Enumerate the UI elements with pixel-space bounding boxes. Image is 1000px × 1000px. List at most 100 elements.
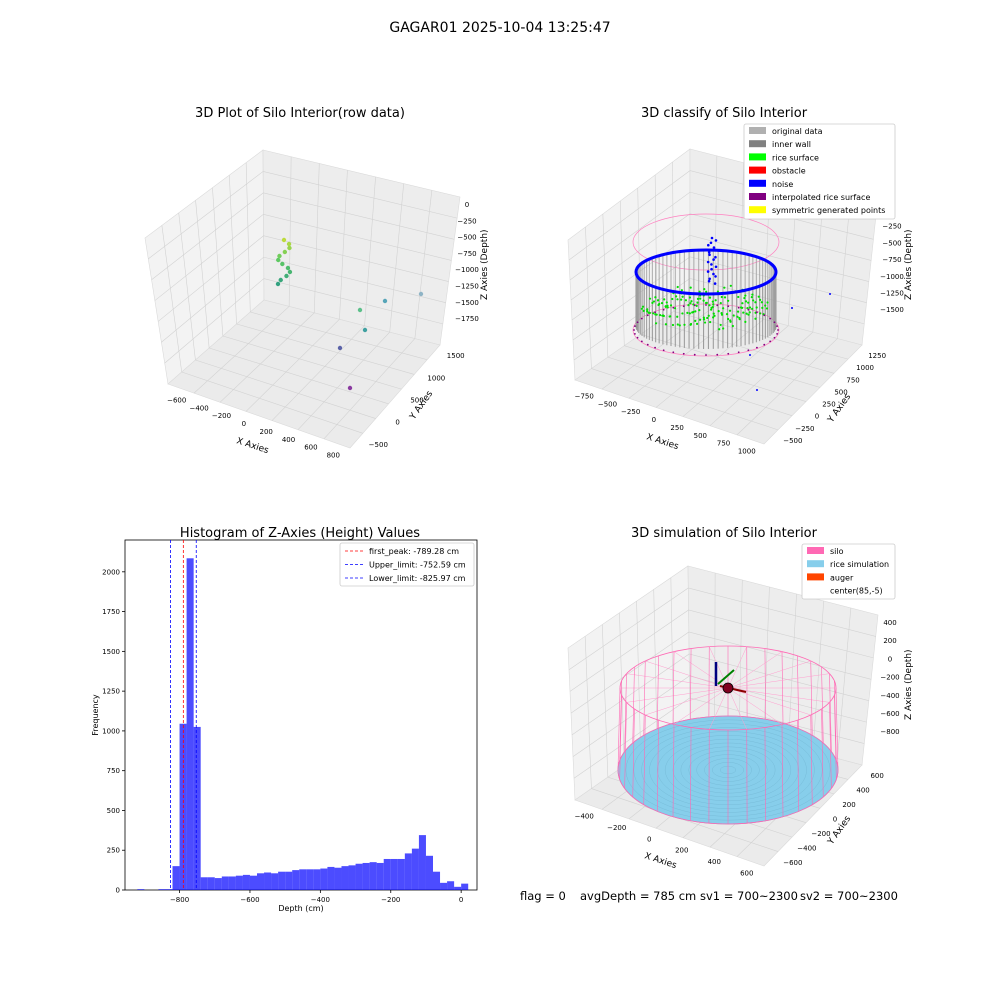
silo-roof-line [727, 687, 783, 725]
z-tick-label: −1000 [880, 273, 904, 281]
grid-line [151, 192, 455, 280]
data-point [287, 269, 293, 275]
histogram-bar [292, 870, 300, 890]
panel1-zlabel: Z Axies (Depth) [480, 229, 490, 300]
noise-point [714, 255, 717, 259]
x-tick-label: −400 [311, 896, 330, 904]
y-tick-label: 500 [107, 807, 120, 815]
legend-label: silo [830, 547, 844, 556]
interpolated-point [705, 354, 707, 356]
silo-wall-line [656, 655, 659, 729]
rice-surface-point [760, 301, 763, 304]
histogram-bar [207, 877, 215, 890]
z-tick-label: 200 [883, 637, 896, 645]
panel3-xlabel: Depth (cm) [278, 904, 323, 913]
histogram-bar [158, 889, 166, 890]
rice-surface-point [754, 317, 757, 320]
silo-roof-line [727, 687, 811, 716]
grid-line [569, 609, 874, 692]
legend-label: inner wall [772, 140, 811, 149]
legend-label: first_peak: -789.28 cm [369, 547, 459, 556]
interpolated-point [756, 311, 758, 314]
rice-surface-point [698, 318, 702, 321]
rice-surface-point [675, 295, 678, 298]
y-tick-label: 0 [116, 887, 120, 895]
histogram-bar [165, 889, 173, 890]
legend-swatch [749, 166, 766, 174]
noise-point [712, 272, 715, 276]
silo-wall-line [672, 724, 675, 817]
histogram-bar [355, 863, 363, 890]
rice-surface-point [648, 297, 652, 300]
histogram-bar [221, 876, 229, 890]
rice-surface-point [703, 288, 706, 291]
x-tick-label: 200 [259, 428, 272, 436]
data-point [284, 273, 289, 279]
silo-wall-line [810, 714, 813, 805]
silo-wall-line [690, 727, 692, 821]
rice-surface-point [666, 304, 669, 307]
figure-suptitle: GAGAR01 2025-10-04 13:25:47 [389, 20, 610, 36]
avg-depth-text: avgDepth = 785 cm [580, 889, 696, 903]
data-point [277, 253, 282, 259]
histogram-bar [327, 866, 335, 890]
data-point [275, 281, 281, 287]
panel-classify-3d: 3D classify of Silo Interior −750 −500 −25… [567, 106, 914, 456]
grid-line [601, 624, 609, 778]
grid-line [591, 368, 779, 431]
histogram-bar [306, 869, 314, 890]
legend-swatch [749, 127, 766, 134]
z-tick-label: 400 [883, 619, 896, 627]
histogram-bar [299, 869, 307, 890]
x-tick-label: 600 [740, 869, 753, 877]
histogram-bar [285, 871, 293, 890]
rice-surface-point [716, 290, 719, 293]
rice-surface-point [666, 306, 669, 309]
rice-surface-point [755, 306, 758, 309]
silo-wall-line [690, 648, 692, 720]
interpolated-point [769, 317, 772, 320]
interpolated-point [636, 336, 639, 339]
rice-surface-point [688, 312, 691, 315]
x-tick-label: −200 [212, 412, 231, 420]
silo-wall-line [829, 673, 832, 752]
interpolated-point [672, 351, 675, 354]
rice-surface-point [736, 310, 740, 313]
histogram-bar [249, 875, 257, 890]
legend-label: center(85,-5) [830, 587, 883, 596]
silo-roof-line [645, 660, 729, 689]
rice-surface-point [660, 301, 664, 305]
rice-surface-point [742, 311, 745, 314]
interpolated-point [776, 325, 779, 327]
panel1-xlabel: X Axies [235, 436, 270, 456]
rice-surface-point [703, 321, 707, 324]
rice-surface-point [657, 303, 660, 307]
histogram-bar [137, 889, 145, 890]
y-tick-label: −600 [783, 859, 802, 867]
rice-surface-point [652, 300, 656, 303]
histogram-bar [334, 867, 342, 890]
rice-surface-point [702, 299, 705, 302]
rice-surface-point [690, 300, 693, 303]
silo-wall-line [834, 695, 837, 780]
grid-line [178, 212, 196, 361]
z-tick-label: 0 [888, 655, 892, 663]
rice-surface-point [640, 307, 643, 310]
rice-surface-point [728, 309, 732, 312]
noise-point [712, 246, 716, 249]
panel3-legend: first_peak: -789.28 cm Upper_limit: -752.… [339, 542, 475, 587]
rice-surface-point [686, 311, 689, 314]
rice-surface-point [646, 310, 649, 313]
data-point [287, 245, 292, 251]
data-point [280, 261, 285, 267]
grid-line [568, 587, 876, 670]
grid-line [297, 331, 390, 430]
grid-line [573, 697, 865, 779]
rice-surface-point [694, 310, 697, 313]
rice-surface-point [752, 299, 755, 302]
x-tick-label: −400 [189, 404, 208, 412]
interpolated-point [672, 306, 675, 309]
grid-line [584, 636, 592, 789]
